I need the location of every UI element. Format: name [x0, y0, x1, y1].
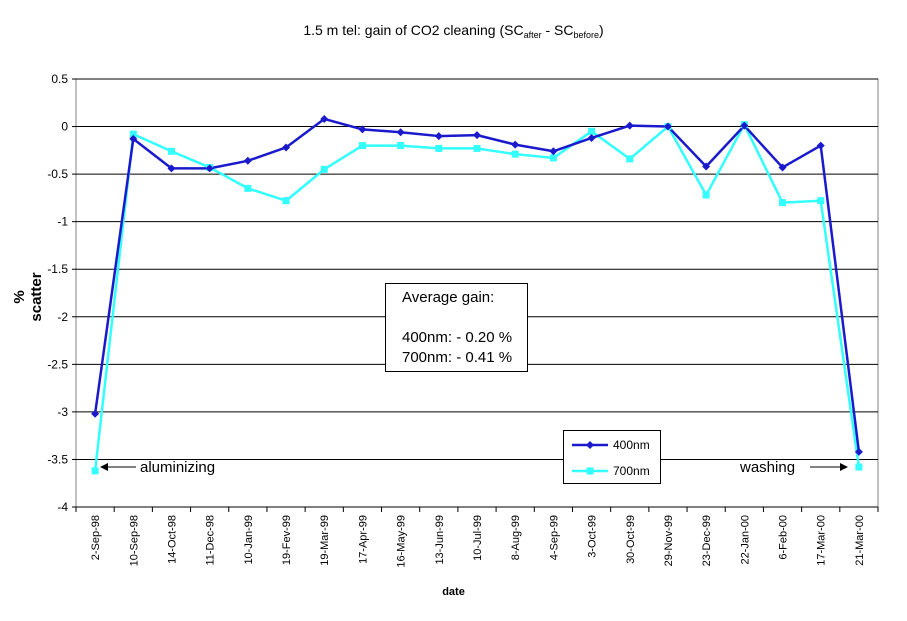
x-tick-label: 4-Sep-99 [548, 515, 560, 560]
data-point-700nm [702, 191, 710, 199]
data-point-700nm [473, 144, 481, 152]
x-tick-label: 17-Mar-00 [816, 515, 828, 566]
data-point-400nm [167, 164, 176, 173]
chart-title: 1.5 m tel: gain of CO2 cleaning (SCafter… [0, 22, 907, 40]
legend: 400nm 700nm [563, 430, 661, 484]
data-point-700nm [320, 165, 328, 173]
average-gain-700: 700nm: - 0.41 % [402, 349, 513, 366]
x-tick-label: 23-Dec-99 [701, 515, 713, 566]
data-point-400nm [587, 133, 596, 142]
y-tick-label: -3 [57, 405, 68, 419]
data-point-400nm [625, 121, 634, 130]
average-gain-400: 400nm: - 0.20 % [402, 329, 513, 346]
data-point-700nm [435, 144, 443, 152]
data-point-700nm [626, 155, 634, 163]
data-point-700nm [397, 142, 405, 150]
legend-swatch-700 [572, 467, 608, 475]
x-tick-label: 29-Nov-99 [663, 515, 675, 566]
data-point-700nm [549, 154, 557, 162]
data-point-700nm [855, 463, 863, 471]
x-axis-label: date [442, 586, 465, 598]
legend-item-700: 700nm [570, 463, 650, 479]
data-point-700nm [129, 130, 137, 138]
x-tick-label: 14-Oct-98 [166, 515, 178, 564]
data-point-400nm [358, 125, 367, 134]
washing-arrow-head [840, 463, 848, 471]
x-tick-label: 19-Mar-99 [319, 515, 331, 566]
data-point-400nm [473, 131, 481, 140]
data-point-700nm [244, 184, 252, 192]
data-point-400nm [511, 140, 520, 149]
x-tick-label: 6-Feb-00 [778, 515, 790, 560]
data-point-400nm [320, 114, 329, 123]
legend-item-400: 400nm [570, 437, 650, 453]
data-point-700nm [511, 150, 519, 158]
title-subscript-before: before [573, 30, 599, 40]
x-tick-label: 30-Oct-99 [625, 515, 637, 564]
x-tick-label: 10-Jan-99 [243, 515, 255, 565]
data-point-400nm [91, 409, 100, 418]
x-tick-label: 16-May-99 [396, 515, 408, 568]
title-text-mid: - SC [541, 22, 574, 38]
x-tick-label: 2-Sep-98 [90, 515, 102, 560]
x-tick-label: 19-Fev-99 [281, 515, 293, 565]
data-point-400nm [205, 164, 214, 173]
aluminizing-arrow-head [100, 463, 108, 471]
data-point-400nm [282, 143, 291, 152]
data-point-700nm [358, 142, 366, 150]
washing-note: washing [740, 459, 796, 476]
data-point-400nm [854, 447, 863, 456]
y-tick-label: -4 [57, 500, 68, 514]
legend-label-400: 400nm [613, 438, 650, 452]
x-tick-label: 13-Jun-99 [434, 515, 446, 565]
y-tick-label: -3.5 [47, 452, 68, 466]
x-tick-label: 3-Oct-99 [587, 515, 599, 558]
data-point-400nm [702, 162, 711, 171]
y-tick-label: -2.5 [47, 357, 68, 371]
x-tick-label: 21-Mar-00 [854, 515, 866, 566]
average-gain-title: Average gain: [402, 289, 495, 306]
x-tick-label: 10-Jul-99 [472, 515, 484, 561]
data-point-700nm [588, 127, 596, 135]
aluminizing-note: aluminizing [140, 459, 216, 476]
x-tick-label: 11-Dec-98 [205, 515, 217, 566]
data-point-400nm [549, 147, 558, 156]
data-point-400nm [778, 163, 787, 172]
x-tick-label: 22-Jan-00 [739, 515, 751, 565]
average-gain-box: Average gain: 400nm: - 0.20 % 700nm: - 0… [385, 283, 528, 372]
x-tick-label: 8-Aug-99 [510, 515, 522, 560]
data-point-700nm [282, 197, 290, 205]
y-tick-label: -1 [57, 215, 68, 229]
title-subscript-after: after [523, 30, 542, 40]
y-tick-label: -0.5 [47, 167, 68, 181]
title-text: 1.5 m tel: gain of CO2 cleaning (SC [303, 22, 524, 38]
y-tick-label: 0 [61, 120, 68, 134]
title-text-end: ) [599, 22, 604, 38]
data-point-400nm [663, 122, 672, 131]
x-tick-label: 10-Sep-98 [128, 515, 140, 566]
y-tick-label: 0.5 [51, 72, 68, 86]
y-tick-label: -1.5 [47, 262, 68, 276]
data-point-700nm [817, 197, 825, 205]
data-point-400nm [740, 121, 749, 130]
data-point-400nm [243, 156, 252, 165]
data-point-700nm [779, 199, 787, 207]
y-axis-label: % scatter [11, 272, 45, 322]
data-point-700nm [167, 147, 175, 155]
data-point-400nm [434, 132, 443, 141]
legend-swatch-400 [572, 441, 608, 449]
data-point-700nm [91, 467, 99, 475]
y-tick-label: -2 [57, 310, 68, 324]
data-point-400nm [129, 134, 138, 143]
data-point-400nm [816, 141, 825, 150]
legend-label-700: 700nm [613, 464, 650, 478]
data-point-400nm [396, 128, 405, 137]
x-tick-label: 17-Apr-99 [357, 515, 369, 564]
